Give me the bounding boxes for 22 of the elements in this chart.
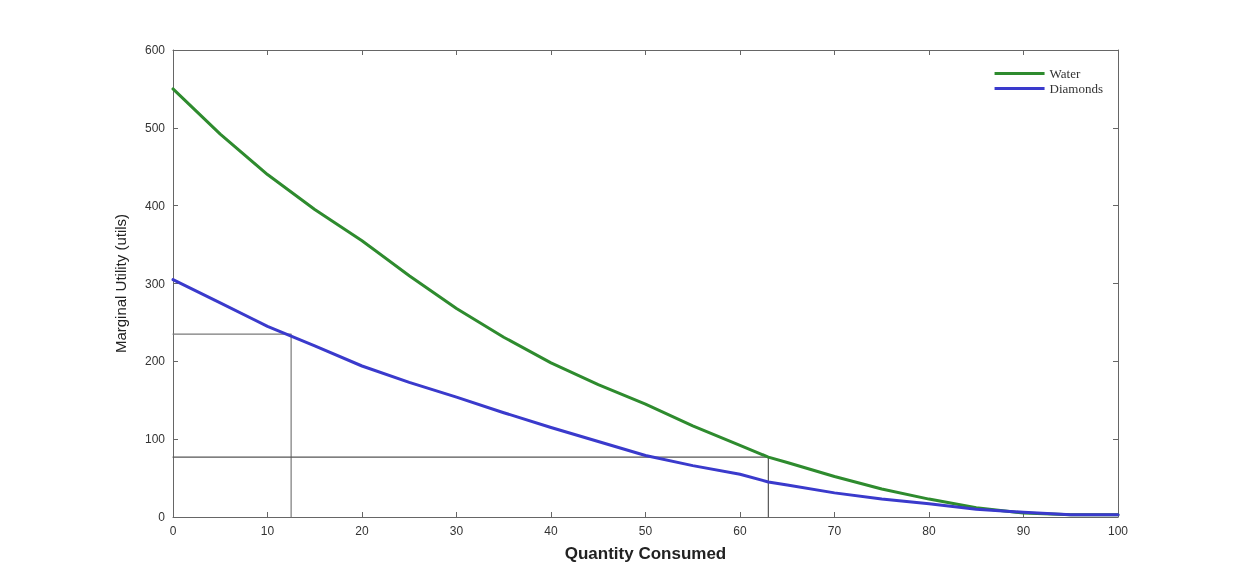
x-axis-title: Quantity Consumed <box>564 544 727 563</box>
y-tick-label: 300 <box>144 276 166 291</box>
y-tick-label: 200 <box>144 354 166 369</box>
y-tick-label: 0 <box>158 510 166 524</box>
x-tick-label: 10 <box>260 524 275 538</box>
y-tick-label: 100 <box>144 432 166 447</box>
legend-label: Water <box>1049 66 1081 81</box>
x-tick-label: 100 <box>1107 524 1129 538</box>
y-tick-label: 500 <box>144 120 166 135</box>
y-tick-label: 600 <box>144 43 166 57</box>
x-tick-label: 20 <box>355 524 369 538</box>
y-axis-title: Marginal Utility (utils) <box>112 213 129 354</box>
x-tick-label: 0 <box>169 524 177 538</box>
legend-label: Diamonds <box>1049 81 1104 96</box>
x-tick-label: 90 <box>1016 524 1031 538</box>
x-tick-label: 60 <box>733 524 747 538</box>
x-tick-label: 40 <box>544 524 558 538</box>
x-tick-label: 50 <box>638 524 653 538</box>
y-tick-label: 400 <box>144 198 166 213</box>
x-tick-label: 80 <box>922 524 936 538</box>
x-tick-label: 30 <box>449 524 464 538</box>
x-tick-label: 70 <box>827 524 842 538</box>
